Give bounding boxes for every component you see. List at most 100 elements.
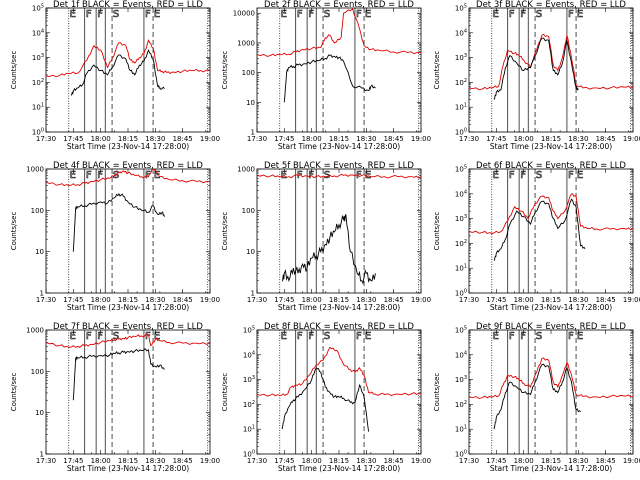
y-tick-label: 103 <box>455 375 467 384</box>
y-axis-label: Counts/sec <box>221 51 229 90</box>
event-marker-label: F <box>520 9 526 20</box>
event-marker-label: F <box>97 9 103 20</box>
event-marker-label: F <box>145 9 151 20</box>
panel-det-7: Det 7f BLACK = Events, RED = LLD 17:30 17:… <box>10 322 220 473</box>
y-tick-label: 1000 <box>26 166 44 174</box>
x-tick-label: 19:00 <box>411 296 431 304</box>
event-marker-label: S <box>536 170 542 181</box>
event-marker-label: E <box>493 9 499 20</box>
x-tick-label: 19:00 <box>200 296 220 304</box>
event-marker-label: F <box>145 170 151 181</box>
y-tick-label: 1 <box>40 451 44 459</box>
plot-frame <box>257 330 421 454</box>
event-marker-label: E <box>577 170 583 181</box>
event-marker-label: E <box>493 170 499 181</box>
series-events-line <box>494 38 578 100</box>
x-axis-label: Start Time (23-Nov-14 17:28:00) <box>67 303 189 312</box>
y-tick-label: 10 <box>35 409 44 417</box>
event-marker-label: S <box>536 331 542 342</box>
y-tick-label: 10 <box>246 248 255 256</box>
y-tick-label: 101 <box>455 103 467 112</box>
series-events-line <box>284 55 375 103</box>
event-marker-label: F <box>97 170 103 181</box>
event-marker-label: E <box>577 331 583 342</box>
event-marker-label: F <box>520 170 526 181</box>
panel-det-3: Det 3f BLACK = Events, RED = LLD 17:30 17:… <box>433 0 640 151</box>
y-tick-label: 103 <box>243 375 255 384</box>
y-tick-label: 100 <box>31 207 44 215</box>
y-tick-label: 100 <box>242 69 255 77</box>
x-axis-label: Start Time (23-Nov-14 17:28:00) <box>278 142 400 151</box>
y-tick-label: 104 <box>32 28 44 37</box>
y-tick-label: 1 <box>40 290 44 298</box>
y-tick-label: 1000 <box>237 166 255 174</box>
x-tick-label: 19:00 <box>200 457 220 465</box>
x-axis-label: Start Time (23-Nov-14 17:28:00) <box>67 142 189 151</box>
y-tick-label: 103 <box>455 214 467 223</box>
y-tick-label: 10 <box>35 248 44 256</box>
y-tick-label: 105 <box>32 4 44 13</box>
series-events-line <box>282 368 369 432</box>
series-lld-line <box>257 347 421 396</box>
event-marker-label: S <box>324 9 330 20</box>
event-marker-label: F <box>297 331 303 342</box>
series-events-line <box>494 364 580 429</box>
x-tick-label: 19:00 <box>623 296 640 304</box>
event-marker-label: F <box>568 9 574 20</box>
x-axis-label: Start Time (23-Nov-14 17:28:00) <box>278 464 400 473</box>
series-events-line <box>282 214 375 283</box>
event-marker-label: F <box>356 9 362 20</box>
event-marker-label: F <box>520 331 526 342</box>
event-marker-label: E <box>70 170 76 181</box>
event-marker-label: F <box>145 331 151 342</box>
series-events-line <box>73 194 164 252</box>
y-axis-label: Counts/sec <box>433 373 441 412</box>
panel-det-5: Det 5f BLACK = Events, RED = LLD17:30 17:… <box>221 161 431 312</box>
event-marker-label: E <box>577 9 583 20</box>
y-tick-label: 104 <box>243 350 255 359</box>
plot-frame <box>469 8 633 132</box>
series-events-line <box>71 50 164 95</box>
y-tick-label: 103 <box>455 53 467 62</box>
y-tick-label: 1 <box>251 129 255 137</box>
y-tick-label: 101 <box>455 425 467 434</box>
event-marker-label: F <box>568 331 574 342</box>
y-tick-label: 1000 <box>26 327 44 335</box>
x-tick-label: 19:00 <box>200 135 220 143</box>
plot-frame <box>257 8 421 132</box>
x-axis-label: Start Time (23-Nov-14 17:28:00) <box>67 464 189 473</box>
y-tick-label: 101 <box>455 264 467 273</box>
event-marker-label: S <box>113 9 119 20</box>
y-tick-label: 102 <box>32 78 44 87</box>
event-marker-label: F <box>509 9 515 20</box>
event-marker-label: E <box>281 9 287 20</box>
y-tick-label: 104 <box>455 28 467 37</box>
y-tick-label: 101 <box>243 425 255 434</box>
event-marker-label: E <box>70 9 76 20</box>
event-marker-label: S <box>536 9 542 20</box>
y-tick-label: 102 <box>455 78 467 87</box>
panel-det-8: Det 8f BLACK = Events, RED = LLD 17:30 17:… <box>221 322 431 473</box>
x-tick-label: 19:00 <box>411 135 431 143</box>
y-axis-label: Counts/sec <box>221 373 229 412</box>
plot-frame <box>469 169 633 293</box>
y-tick-label: 100 <box>242 207 255 215</box>
event-marker-label: F <box>97 331 103 342</box>
y-tick-label: 10 <box>246 99 255 107</box>
event-marker-label: F <box>509 331 515 342</box>
y-axis-label: Counts/sec <box>433 51 441 90</box>
detector-figure: Det 1f BLACK = Events, RED = LLD17:30 17:… <box>0 0 640 480</box>
y-tick-label: 105 <box>243 326 255 335</box>
x-tick-label: 19:00 <box>411 457 431 465</box>
plot-frame <box>46 330 210 454</box>
event-marker-label: F <box>86 331 92 342</box>
series-lld-line <box>469 194 633 234</box>
panel-det-1: Det 1f BLACK = Events, RED = LLD 17:30 17:… <box>10 0 220 151</box>
plot-frame <box>469 330 633 454</box>
event-marker-label: E <box>281 331 287 342</box>
y-axis-label: Counts/sec <box>10 373 18 412</box>
event-marker-label: E <box>70 331 76 342</box>
event-marker-label: F <box>356 331 362 342</box>
series-events-line <box>73 349 164 400</box>
panel-det-6: Det 6f BLACK = Events, RED = LLD17:30 17:… <box>433 161 640 312</box>
